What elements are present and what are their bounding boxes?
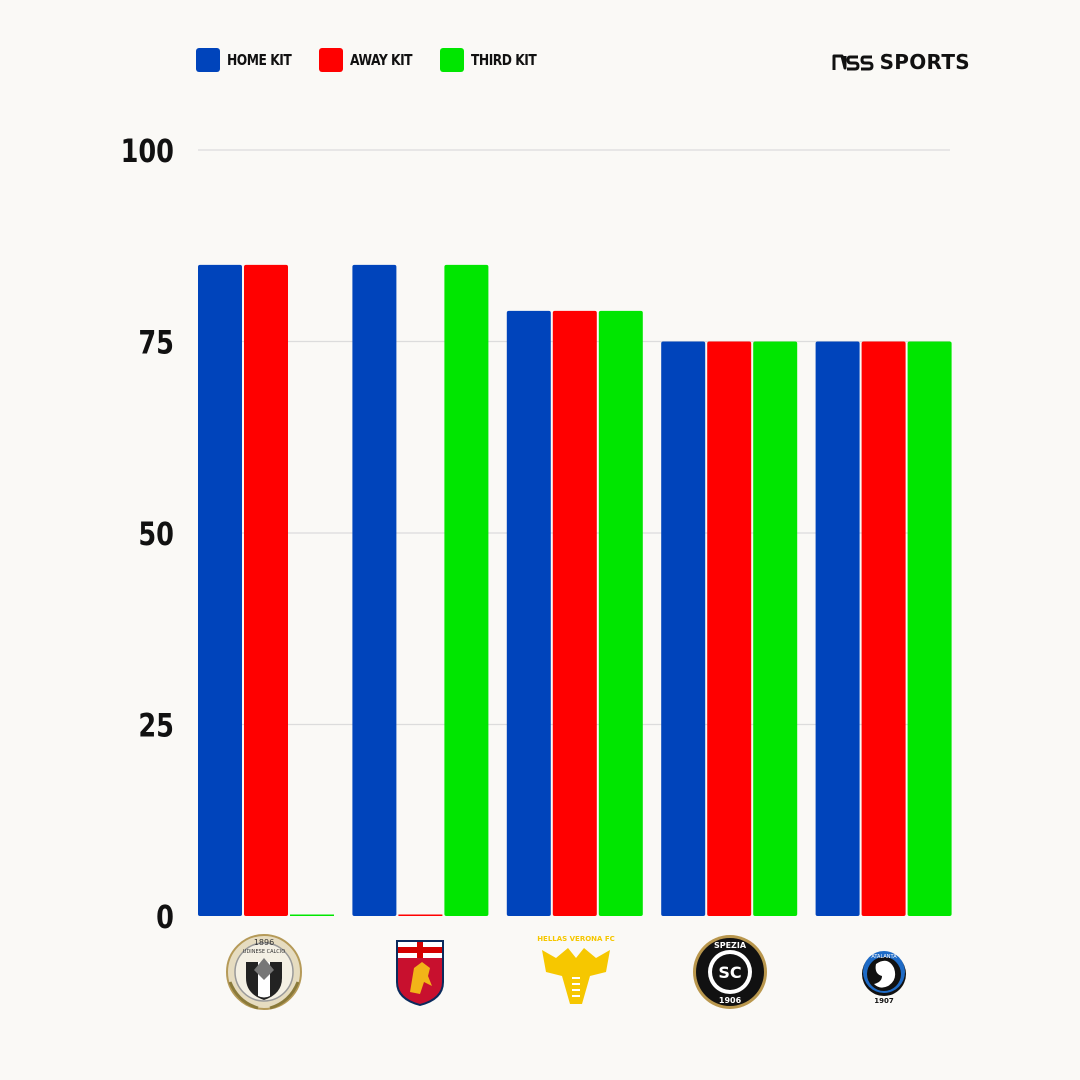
bar-atalanta-away-kit bbox=[861, 341, 906, 916]
bar-spezia-third-kit bbox=[753, 341, 798, 916]
bar-hellas-verona-third-kit bbox=[598, 310, 643, 916]
brand-name: SPORTS bbox=[879, 50, 970, 74]
legend-swatch-third bbox=[440, 48, 465, 72]
bar-genoa-home-kit bbox=[352, 264, 397, 916]
legend-item-third: THIRD KIT bbox=[440, 48, 551, 72]
bar-spezia-home-kit bbox=[661, 341, 706, 916]
legend-label-away: AWAY KIT bbox=[350, 51, 413, 69]
y-tick-label: 75 bbox=[138, 324, 174, 362]
legend-swatch-home bbox=[196, 48, 220, 72]
legend-swatch-away bbox=[319, 48, 344, 72]
udinese-crest: 1896 UDINESE CALCIO bbox=[226, 934, 302, 1010]
bar-spezia-away-kit bbox=[707, 341, 752, 916]
spezia-crest-name: SPEZIA bbox=[714, 941, 747, 950]
bar-hellas-verona-home-kit bbox=[506, 310, 551, 916]
bar-udinese-third-kit bbox=[290, 914, 334, 916]
y-tick-label: 0 bbox=[156, 898, 174, 936]
chart-legend: HOME KIT AWAY KIT THIRD KIT bbox=[196, 48, 565, 72]
legend-label-third: THIRD KIT bbox=[471, 51, 537, 69]
hellas-verona-crest: HELLAS VERONA FC bbox=[537, 935, 615, 1004]
udinese-crest-year: 1896 bbox=[254, 938, 274, 947]
y-tick-label: 50 bbox=[138, 515, 174, 553]
legend-item-home: HOME KIT bbox=[196, 48, 305, 72]
spezia-crest: SC SPEZIA 1906 bbox=[693, 935, 767, 1009]
bar-genoa-away-kit bbox=[398, 914, 443, 916]
atalanta-crest-name: ATALANTA bbox=[871, 954, 897, 960]
bar-hellas-verona-away-kit bbox=[552, 310, 597, 916]
spezia-crest-year: 1906 bbox=[719, 996, 742, 1005]
bar-atalanta-home-kit bbox=[815, 341, 860, 916]
y-tick-label: 25 bbox=[138, 707, 174, 745]
legend-item-away: AWAY KIT bbox=[319, 48, 426, 72]
spezia-crest-letters: SC bbox=[718, 963, 741, 982]
y-tick-label: 100 bbox=[121, 132, 174, 170]
bar-genoa-third-kit bbox=[444, 264, 489, 916]
bar-atalanta-third-kit bbox=[907, 341, 952, 916]
brand-mark-icon bbox=[832, 54, 874, 71]
hellas-verona-crest-text: HELLAS VERONA FC bbox=[537, 935, 615, 943]
brand-logo: SPORTS bbox=[832, 50, 970, 74]
atalanta-crest-year: 1907 bbox=[874, 997, 894, 1005]
legend-label-home: HOME KIT bbox=[227, 51, 292, 69]
bar-udinese-home-kit bbox=[198, 264, 242, 916]
udinese-crest-name: UDINESE CALCIO bbox=[243, 949, 285, 955]
bar-udinese-away-kit bbox=[244, 264, 288, 916]
genoa-crest bbox=[396, 940, 444, 1006]
atalanta-crest: ATALANTA 1907 bbox=[862, 951, 906, 1005]
